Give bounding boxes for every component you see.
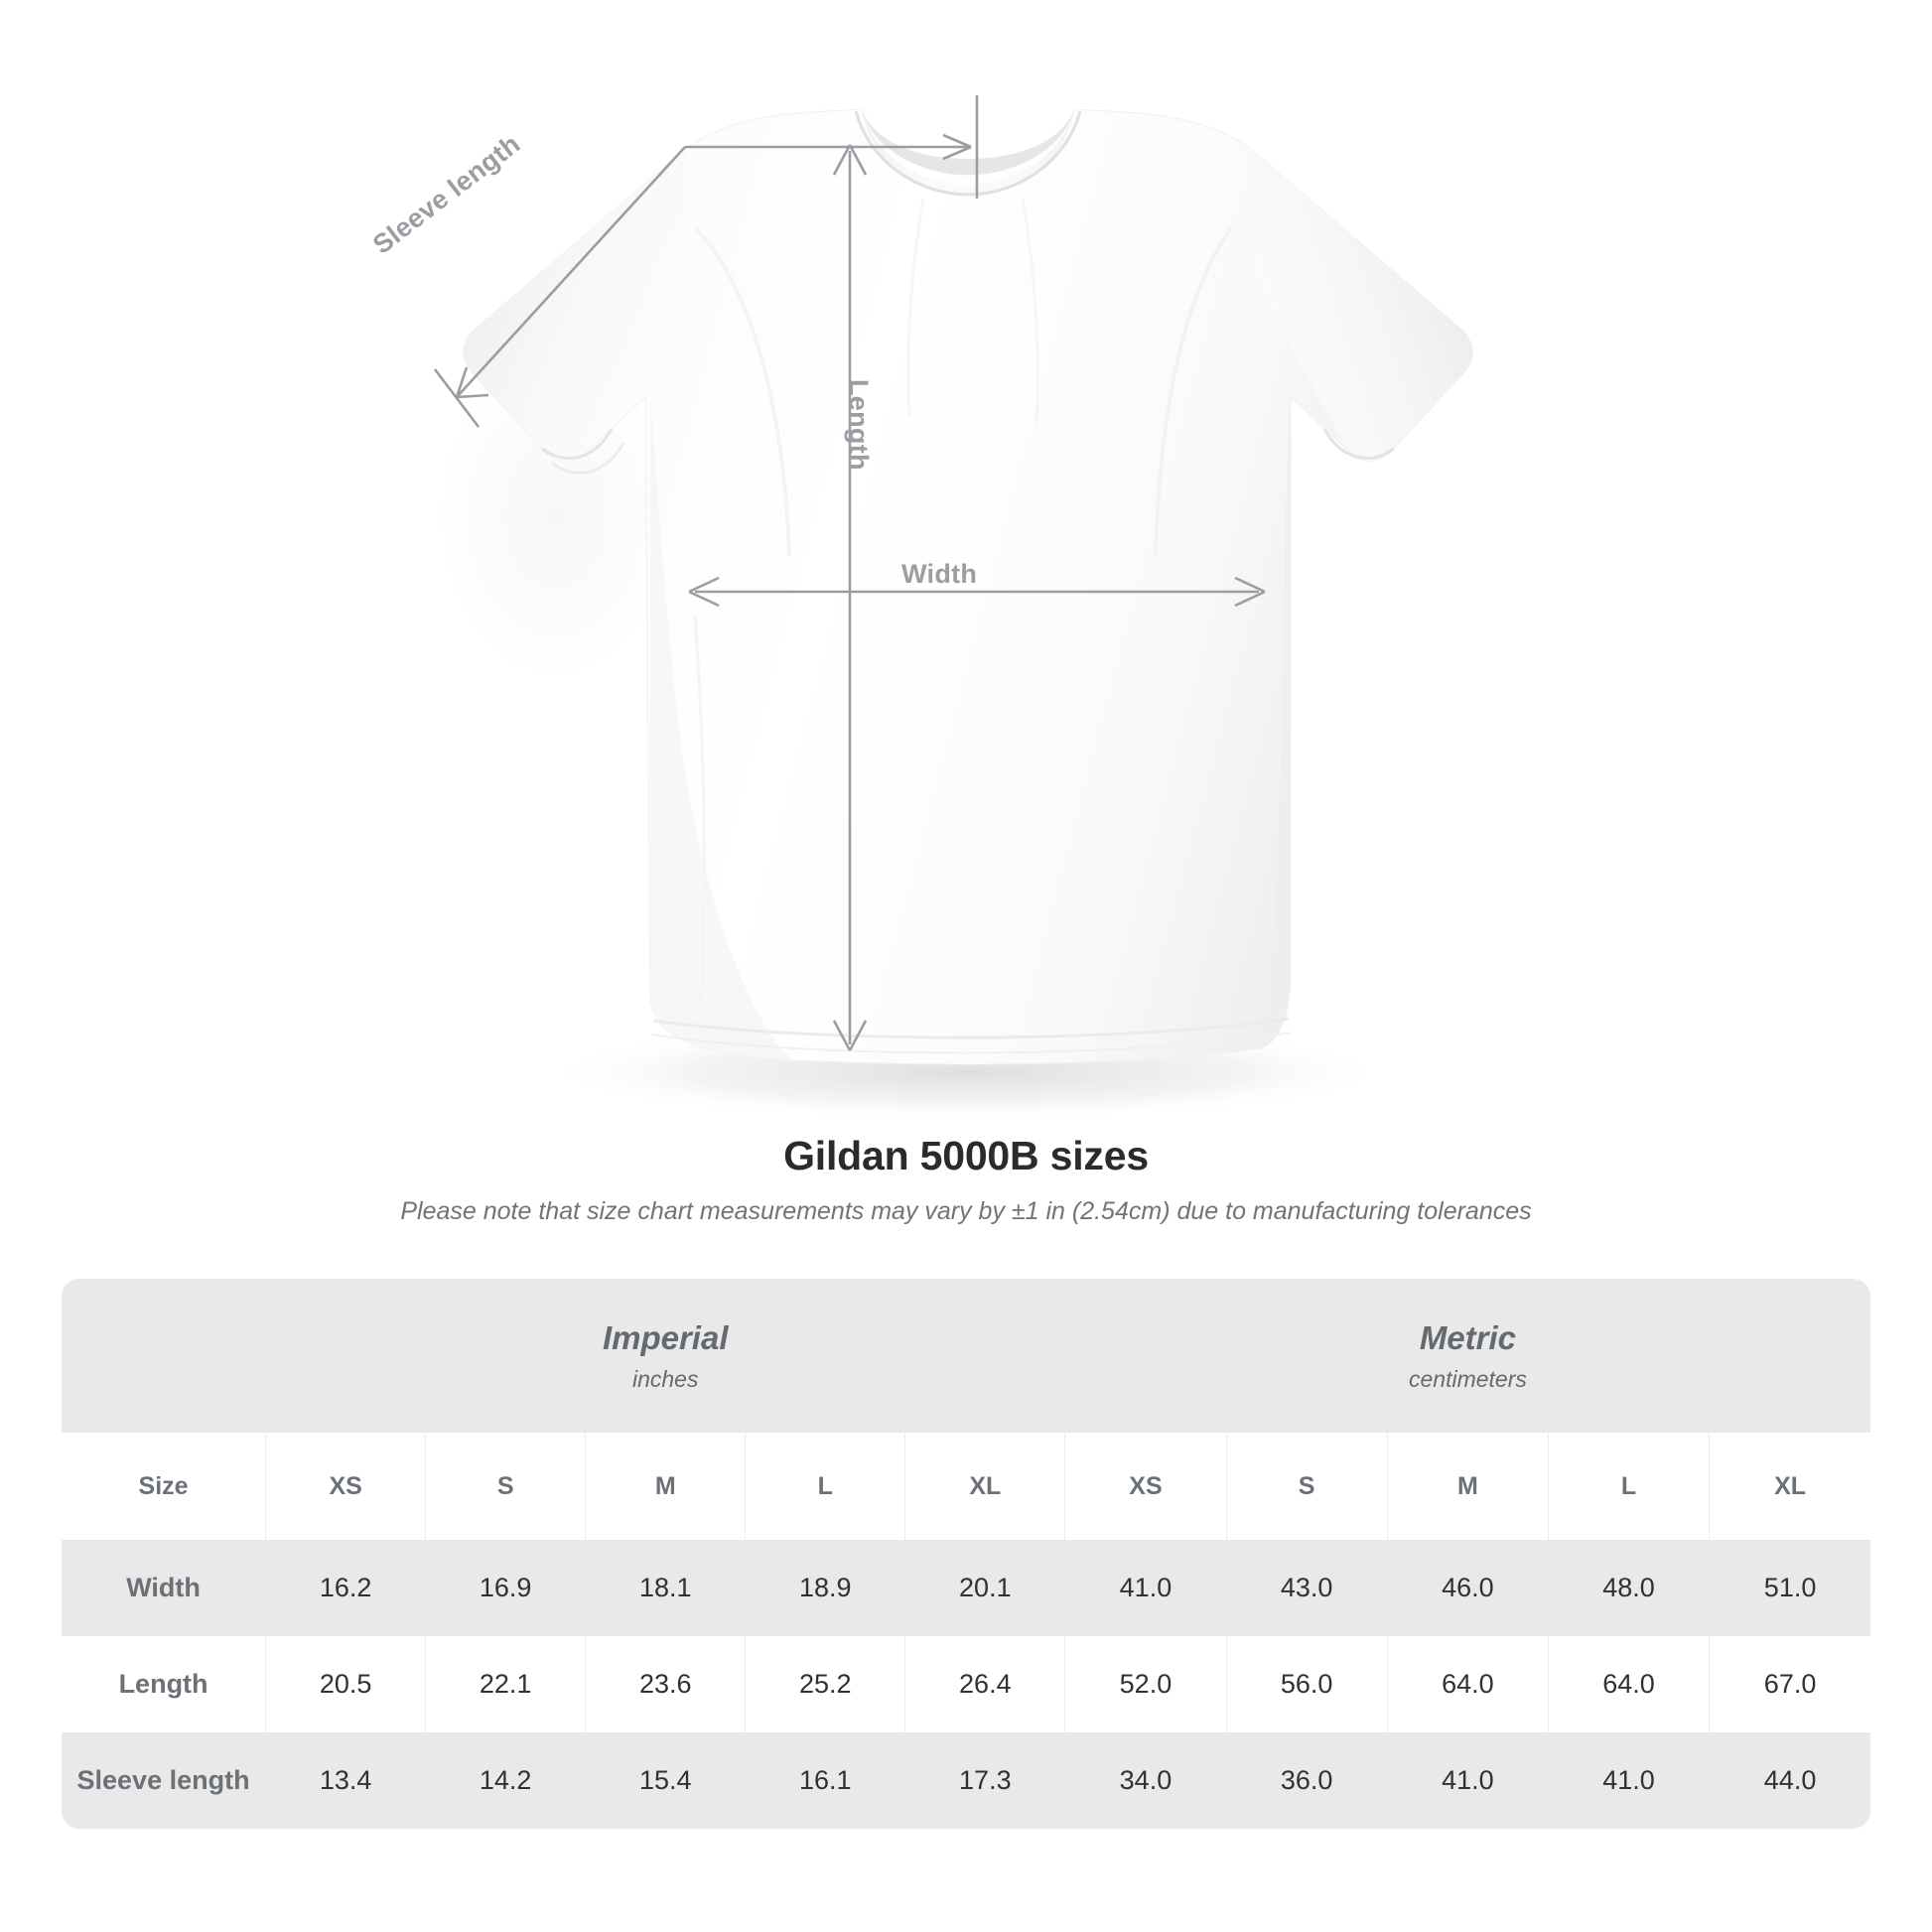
table-row: Length 20.5 22.1 23.6 25.2 26.4 52.0 56.… xyxy=(62,1636,1870,1732)
metric-unit: centimeters xyxy=(1408,1365,1527,1392)
cell-length-l-cm: 64.0 xyxy=(1547,1636,1710,1732)
cell-width-s-in: 16.9 xyxy=(425,1540,586,1636)
cell-width-xs-cm: 41.0 xyxy=(1064,1540,1227,1636)
header-col-xs-imperial: XS xyxy=(265,1433,426,1540)
width-dimension xyxy=(688,576,1266,608)
cell-sleeve-xs-in: 13.4 xyxy=(265,1732,426,1829)
cell-length-xs-cm: 52.0 xyxy=(1064,1636,1227,1732)
header-col-s-imperial: S xyxy=(425,1433,586,1540)
cell-width-s-cm: 43.0 xyxy=(1225,1540,1388,1636)
imperial-unit: inches xyxy=(631,1365,699,1392)
header-col-m-metric: M xyxy=(1386,1433,1549,1540)
header-col-l-metric: L xyxy=(1547,1433,1710,1540)
tshirt-diagram: Sleeve length Length Width xyxy=(367,95,1473,1120)
header-col-xl-imperial: XL xyxy=(904,1433,1065,1540)
cell-length-m-cm: 64.0 xyxy=(1386,1636,1549,1732)
row-label-sleeve-length: Sleeve length xyxy=(62,1732,266,1829)
row-label-length: Length xyxy=(62,1636,266,1732)
cell-sleeve-m-cm: 41.0 xyxy=(1386,1732,1549,1829)
tshirt-illustration-svg xyxy=(427,95,1473,1120)
cell-length-l-in: 25.2 xyxy=(745,1636,905,1732)
header-col-xl-metric: XL xyxy=(1709,1433,1870,1540)
page-title: Gildan 5000B sizes xyxy=(783,1133,1149,1178)
sleeve-length-dimension xyxy=(433,95,979,428)
cell-sleeve-l-cm: 41.0 xyxy=(1547,1732,1710,1829)
cell-sleeve-xs-cm: 34.0 xyxy=(1064,1732,1227,1829)
unit-group-row: Imperial inches Metric centimeters xyxy=(62,1279,1870,1433)
cell-width-l-cm: 48.0 xyxy=(1547,1540,1710,1636)
unit-group-imperial: Imperial inches xyxy=(265,1279,1065,1433)
cell-sleeve-s-cm: 36.0 xyxy=(1225,1732,1388,1829)
cell-sleeve-s-in: 14.2 xyxy=(425,1732,586,1829)
cell-width-l-in: 18.9 xyxy=(745,1540,905,1636)
header-col-m-imperial: M xyxy=(585,1433,746,1540)
cell-sleeve-l-in: 16.1 xyxy=(745,1732,905,1829)
metric-label: Metric xyxy=(1419,1318,1517,1356)
cell-length-s-in: 22.1 xyxy=(425,1636,586,1732)
cell-length-s-cm: 56.0 xyxy=(1225,1636,1388,1732)
size-chart-table: Imperial inches Metric centimeters Size … xyxy=(62,1279,1870,1829)
cell-length-m-in: 23.6 xyxy=(585,1636,746,1732)
width-label: Width xyxy=(901,559,978,589)
header-col-s-metric: S xyxy=(1225,1433,1388,1540)
title-block: Gildan 5000B sizes Please note that size… xyxy=(0,1133,1932,1226)
cell-length-xl-in: 26.4 xyxy=(904,1636,1065,1732)
cell-sleeve-xl-in: 17.3 xyxy=(904,1732,1065,1829)
cell-length-xs-in: 20.5 xyxy=(265,1636,426,1732)
header-col-xs-metric: XS xyxy=(1064,1433,1227,1540)
row-label-width: Width xyxy=(62,1540,266,1636)
length-dimension xyxy=(832,144,868,1051)
imperial-label: Imperial xyxy=(602,1318,729,1356)
header-col-l-imperial: L xyxy=(745,1433,905,1540)
tshirt-body xyxy=(463,108,1473,1065)
header-size-label: Size xyxy=(62,1433,266,1540)
cell-width-xs-in: 16.2 xyxy=(265,1540,426,1636)
tolerance-note: Please note that size chart measurements… xyxy=(400,1197,1532,1226)
cell-sleeve-m-in: 15.4 xyxy=(585,1732,746,1829)
dimension-lines xyxy=(433,95,1266,1051)
cell-width-xl-cm: 51.0 xyxy=(1709,1540,1870,1636)
table-header-row: Size XS S M L XL XS S M L XL xyxy=(62,1433,1870,1540)
table-row: Width 16.2 16.9 18.1 18.9 20.1 41.0 43.0… xyxy=(62,1540,1870,1636)
unit-group-spacer xyxy=(62,1279,266,1433)
table-row: Sleeve length 13.4 14.2 15.4 16.1 17.3 3… xyxy=(62,1732,1870,1829)
cell-width-m-cm: 46.0 xyxy=(1386,1540,1549,1636)
length-label: Length xyxy=(844,379,874,471)
cell-width-xl-in: 20.1 xyxy=(904,1540,1065,1636)
unit-group-metric: Metric centimeters xyxy=(1064,1279,1870,1433)
cell-sleeve-xl-cm: 44.0 xyxy=(1709,1732,1870,1829)
cell-width-m-in: 18.1 xyxy=(585,1540,746,1636)
cell-length-xl-cm: 67.0 xyxy=(1709,1636,1870,1732)
